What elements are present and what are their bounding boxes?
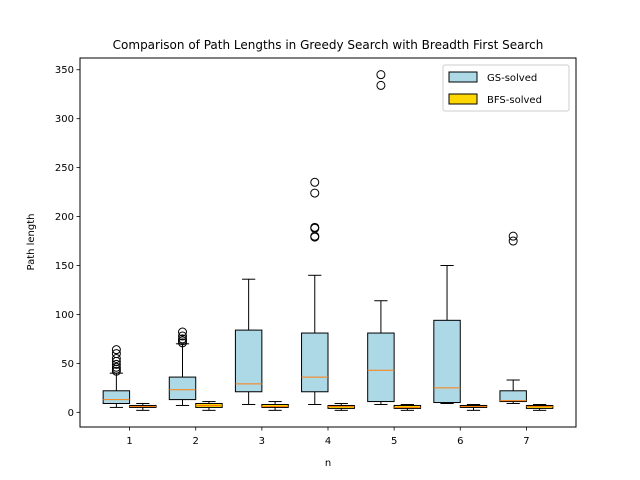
gs-solved-outlier-point (178, 334, 188, 344)
gs-solved-box-group (367, 70, 395, 405)
gs-solved-outlier-point (376, 70, 386, 80)
x-tick-label: 4 (325, 436, 331, 447)
gs-solved-outlier-point (111, 353, 121, 363)
gs-solved-outlier-point (111, 362, 121, 372)
gs-solved-box-group (168, 327, 197, 406)
y-tick-label: 100 (55, 310, 74, 321)
gs-solved-outlier-point (178, 331, 188, 341)
gs-solved-outlier-point (111, 359, 121, 369)
x-tick-label: 2 (193, 436, 199, 447)
gs-solved-outlier-point (111, 349, 121, 359)
bfs-solved-box-group (195, 401, 223, 411)
gs-solved-outlier-point (310, 177, 320, 187)
gs-solved-box (102, 390, 131, 405)
bfs-solved-box-group (393, 403, 422, 411)
gs-solved-box-group (102, 345, 131, 408)
gs-solved-outlier-point (508, 231, 518, 241)
gs-solved-outlier-point (310, 188, 320, 198)
y-axis-ticks: 0 50 100 150 200 250 300 350 (55, 65, 80, 419)
y-tick-label: 250 (55, 163, 74, 174)
bfs-solved-box-group (327, 403, 355, 411)
gs-solved-box-group (301, 177, 329, 405)
gs-solved-outlier-point (111, 364, 121, 374)
legend-swatch-bfs-solved (448, 93, 478, 105)
x-tick-label: 3 (259, 436, 265, 447)
y-tick-label: 300 (55, 114, 74, 125)
gs-solved-box (168, 376, 197, 401)
axes-frame (79, 57, 577, 428)
y-axis-label: Path length (26, 213, 37, 270)
legend-label-bfs-solved: BFS-solved (487, 95, 542, 106)
gs-solved-outlier-point (178, 327, 188, 337)
x-axis-label: n (325, 458, 331, 469)
bfs-solved-box-group (129, 403, 157, 411)
y-tick-label: 50 (61, 359, 74, 370)
plot-area (102, 70, 554, 411)
gs-solved-box (234, 329, 263, 393)
bfs-solved-box-group (261, 401, 289, 411)
gs-solved-box (433, 319, 461, 404)
x-tick-label: 5 (391, 436, 397, 447)
gs-solved-outlier-point (376, 80, 386, 90)
y-tick-label: 0 (68, 408, 74, 419)
bfs-solved-box-group (525, 403, 554, 411)
x-tick-label: 6 (457, 436, 463, 447)
y-tick-label: 150 (55, 261, 74, 272)
gs-solved-outlier-point (310, 222, 320, 232)
gs-solved-box (301, 332, 329, 393)
gs-solved-outlier-point (508, 236, 518, 246)
y-tick-label: 350 (55, 65, 74, 76)
gs-solved-outlier-point (111, 345, 121, 355)
gs-solved-box-group (234, 278, 263, 405)
gs-solved-box-group (433, 265, 461, 405)
y-tick-label: 200 (55, 212, 74, 223)
legend-swatch-gs-solved (448, 71, 478, 83)
x-tick-label: 1 (126, 436, 132, 447)
gs-solved-box (499, 390, 527, 403)
gs-solved-box (367, 332, 395, 403)
legend: GS-solved BFS-solved (442, 64, 570, 112)
x-axis-ticks: 1 2 3 4 5 6 7 (126, 427, 530, 447)
gs-solved-box-group (499, 231, 527, 405)
x-tick-label: 7 (523, 436, 529, 447)
legend-label-gs-solved: GS-solved (487, 73, 537, 84)
chart-title: Comparison of Path Lengths in Greedy Sea… (113, 38, 544, 52)
bfs-solved-box-group (459, 403, 488, 411)
